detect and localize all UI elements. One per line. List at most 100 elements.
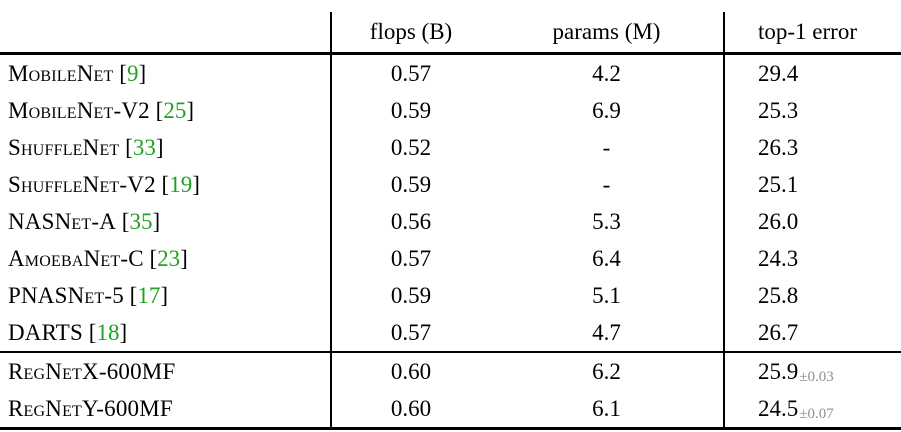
citation-link[interactable]: 33 bbox=[132, 135, 156, 160]
header-model bbox=[0, 12, 330, 52]
citation-bracket-open: [ bbox=[113, 61, 127, 86]
header-flops: flops (B) bbox=[330, 12, 490, 52]
header-top1-error: top-1 error bbox=[723, 12, 901, 52]
table-row-pnasnet-5: PNASNet-5 [17] 0.59 5.1 25.8 bbox=[0, 277, 901, 314]
model-cell: MobileNet [9] bbox=[0, 55, 330, 92]
table-row-regnety-600mf: RegNetY-600MF 0.60 6.1 24.5±0.07 bbox=[0, 390, 901, 427]
model-cell: NASNet-A [35] bbox=[0, 203, 330, 240]
params-value: 6.4 bbox=[592, 246, 621, 271]
model-name: ShuffleNet-V2 bbox=[8, 172, 156, 197]
citation-bracket-close: ] bbox=[186, 98, 194, 123]
model-cell: ShuffleNet-V2 [19] bbox=[0, 166, 330, 203]
params-value: - bbox=[602, 172, 611, 197]
citation-bracket-open: [ bbox=[149, 98, 164, 123]
top1-value: 26.0 bbox=[758, 209, 799, 234]
citation-bracket-close: ] bbox=[152, 209, 161, 234]
top1-cell: 24.5±0.07 bbox=[723, 390, 901, 427]
citation-bracket-open: [ bbox=[83, 320, 97, 345]
top1-value: 24.5 bbox=[758, 396, 799, 421]
top1-cell: 26.3 bbox=[723, 129, 901, 166]
model-name: MobileNet-V2 bbox=[8, 98, 150, 123]
params-value: 5.3 bbox=[592, 209, 621, 234]
table-row-regnetx-600mf: RegNetX-600MF 0.60 6.2 25.9±0.03 bbox=[0, 351, 901, 390]
model-name: ShuffleNet bbox=[8, 135, 120, 160]
citation-bracket-open: [ bbox=[155, 172, 170, 197]
model-name: NASNet-A bbox=[8, 209, 117, 234]
model-cell: ShuffleNet [33] bbox=[0, 129, 330, 166]
flops-value: 0.59 bbox=[330, 92, 490, 129]
params-value: 4.2 bbox=[592, 61, 621, 86]
top1-cell: 24.3 bbox=[723, 240, 901, 277]
params-value: 4.7 bbox=[592, 320, 621, 345]
top1-cell: 29.4 bbox=[723, 55, 901, 92]
model-cell: PNASNet-5 [17] bbox=[0, 277, 330, 314]
params-value: 5.1 bbox=[592, 283, 621, 308]
top1-cell: 25.1 bbox=[723, 166, 901, 203]
citation-bracket-close: ] bbox=[119, 320, 128, 345]
top1-stddev: ±0.03 bbox=[799, 369, 834, 385]
top1-value: 26.7 bbox=[758, 320, 799, 345]
model-name: MobileNet bbox=[8, 61, 114, 86]
table-row-shufflenet: ShuffleNet [33] 0.52 - 26.3 bbox=[0, 129, 901, 166]
top1-value: 24.3 bbox=[758, 246, 799, 271]
top1-value: 25.8 bbox=[758, 283, 799, 308]
model-name: RegNetX-600MF bbox=[8, 359, 176, 384]
citation-link[interactable]: 23 bbox=[157, 246, 181, 271]
model-cell: RegNetX-600MF bbox=[0, 353, 330, 390]
model-cell: RegNetY-600MF bbox=[0, 390, 330, 427]
citation-link[interactable]: 19 bbox=[169, 172, 193, 197]
top1-cell: 25.9±0.03 bbox=[723, 353, 901, 390]
citation-bracket-close: ] bbox=[192, 172, 200, 197]
top1-value: 26.3 bbox=[758, 135, 799, 160]
citation-link[interactable]: 25 bbox=[163, 98, 187, 123]
citation-link[interactable]: 9 bbox=[126, 61, 139, 86]
citation-bracket-open: [ bbox=[119, 135, 133, 160]
top1-cell: 26.7 bbox=[723, 314, 901, 351]
table-row-mobilenet: MobileNet [9] 0.57 4.2 29.4 bbox=[0, 55, 901, 92]
top1-cell: 26.0 bbox=[723, 203, 901, 240]
top1-value: 29.4 bbox=[758, 61, 799, 86]
citation-bracket-open: [ bbox=[116, 209, 130, 234]
flops-value: 0.59 bbox=[330, 166, 490, 203]
model-comparison-table: flops (B) params (M) top-1 error MobileN… bbox=[0, 12, 901, 430]
table-header-row: flops (B) params (M) top-1 error bbox=[0, 12, 901, 55]
flops-value: 0.52 bbox=[330, 129, 490, 166]
citation-bracket-open: [ bbox=[143, 246, 158, 271]
top1-value: 25.3 bbox=[758, 98, 799, 123]
model-cell: DARTS [18] bbox=[0, 314, 330, 351]
citation-bracket-close: ] bbox=[138, 61, 147, 86]
table-row-amoebanet-c: AmoebaNet-C [23] 0.57 6.4 24.3 bbox=[0, 240, 901, 277]
table-row-nasnet-a: NASNet-A [35] 0.56 5.3 26.0 bbox=[0, 203, 901, 240]
flops-value: 0.57 bbox=[330, 55, 490, 92]
citation-link[interactable]: 17 bbox=[137, 283, 161, 308]
model-name: DARTS bbox=[8, 320, 84, 345]
top1-value: 25.9 bbox=[758, 359, 799, 384]
citation-bracket-open: [ bbox=[123, 283, 138, 308]
table-row-darts: DARTS [18] 0.57 4.7 26.7 bbox=[0, 314, 901, 351]
flops-value: 0.60 bbox=[330, 353, 490, 390]
flops-value: 0.59 bbox=[330, 277, 490, 314]
top1-value: 25.1 bbox=[758, 172, 799, 197]
citation-bracket-close: ] bbox=[160, 283, 169, 308]
model-name: AmoebaNet-C bbox=[8, 246, 144, 271]
model-name: PNASNet-5 bbox=[8, 283, 124, 308]
citation-link[interactable]: 18 bbox=[96, 320, 120, 345]
table-row-shufflenet-v2: ShuffleNet-V2 [19] 0.59 - 25.1 bbox=[0, 166, 901, 203]
top1-stddev: ±0.07 bbox=[799, 406, 834, 422]
citation-bracket-close: ] bbox=[155, 135, 164, 160]
top1-cell: 25.3 bbox=[723, 92, 901, 129]
model-cell: AmoebaNet-C [23] bbox=[0, 240, 330, 277]
params-value: 6.9 bbox=[592, 98, 621, 123]
citation-link[interactable]: 35 bbox=[129, 209, 153, 234]
flops-value: 0.56 bbox=[330, 203, 490, 240]
flops-value: 0.60 bbox=[330, 390, 490, 427]
params-value: 6.2 bbox=[592, 359, 621, 384]
params-value: - bbox=[602, 135, 611, 160]
table-row-mobilenet-v2: MobileNet-V2 [25] 0.59 6.9 25.3 bbox=[0, 92, 901, 129]
citation-bracket-close: ] bbox=[180, 246, 188, 271]
params-value: 6.1 bbox=[592, 396, 621, 421]
model-cell: MobileNet-V2 [25] bbox=[0, 92, 330, 129]
flops-value: 0.57 bbox=[330, 240, 490, 277]
flops-value: 0.57 bbox=[330, 314, 490, 351]
